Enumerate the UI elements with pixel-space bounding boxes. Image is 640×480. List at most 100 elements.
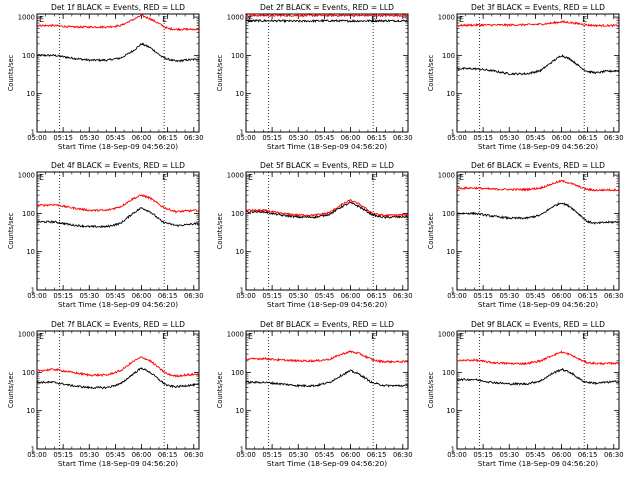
- y-tick-label: 1000: [438, 14, 455, 22]
- y-tick-label: 1000: [18, 14, 35, 22]
- x-tick-label: 05:45: [315, 134, 335, 142]
- x-tick-label: 05:00: [27, 134, 47, 142]
- detector-panel-4: Det 4f BLACK = Events, RED = LLD E E 1 10 100…: [7, 161, 204, 309]
- x-tick-label: 05:30: [79, 451, 99, 459]
- x-axis-label: Start Time (18-Sep-09 04:56:20): [478, 459, 598, 468]
- marker-label: E: [39, 173, 44, 182]
- y-tick-label: 1: [240, 287, 244, 295]
- x-tick-label: 05:15: [262, 292, 282, 300]
- marker-label: E: [39, 332, 44, 341]
- x-tick-label: 05:30: [288, 292, 308, 300]
- panel-title: Det 4f BLACK = Events, RED = LLD: [51, 161, 185, 170]
- marker-label: E: [371, 332, 376, 341]
- marker-label: E: [39, 15, 44, 24]
- x-tick-label: 05:00: [27, 292, 47, 300]
- y-axis-label: Counts/sec: [427, 212, 435, 249]
- lld-rate-line: [37, 14, 199, 32]
- x-tick-label: 05:15: [53, 134, 73, 142]
- x-tick-label: 06:15: [367, 134, 387, 142]
- y-tick-label: 100: [22, 369, 35, 377]
- y-tick-label: 10: [446, 248, 455, 256]
- y-tick-label: 100: [231, 210, 244, 218]
- x-tick-label: 06:00: [552, 451, 572, 459]
- plot-frame: [456, 171, 620, 291]
- y-tick-label: 1000: [438, 172, 455, 180]
- x-tick-label: 06:00: [552, 134, 572, 142]
- y-axis-label: Counts/sec: [216, 371, 224, 408]
- y-axis-label: Counts/sec: [216, 54, 224, 91]
- y-tick-label: 1000: [438, 331, 455, 339]
- x-tick-label: 05:15: [473, 134, 493, 142]
- x-tick-label: 05:45: [315, 292, 335, 300]
- events-rate-line: [36, 42, 199, 63]
- y-tick-label: 10: [26, 407, 35, 415]
- x-tick-label: 05:45: [526, 134, 546, 142]
- marker-label: E: [248, 332, 253, 341]
- x-tick-label: 06:00: [341, 451, 361, 459]
- x-axis-label: Start Time (18-Sep-09 04:56:20): [478, 142, 598, 151]
- x-tick-label: 05:00: [236, 134, 256, 142]
- x-tick-label: 06:15: [158, 134, 178, 142]
- detector-panel-3: Det 3f BLACK = Events, RED = LLD E E 1 10 100…: [427, 3, 624, 151]
- x-tick-label: 05:00: [447, 451, 467, 459]
- x-tick-label: 05:15: [262, 134, 282, 142]
- x-tick-label: 05:45: [526, 292, 546, 300]
- events-rate-line: [245, 369, 409, 388]
- y-tick-label: 1: [451, 129, 455, 137]
- panel-title: Det 6f BLACK = Events, RED = LLD: [471, 161, 605, 170]
- x-tick-label: 05:30: [499, 134, 519, 142]
- lld-rate-line: [456, 179, 619, 192]
- x-tick-label: 05:45: [106, 134, 126, 142]
- detector-panel-1: Det 1f BLACK = Events, RED = LLD E E 1 10 100…: [7, 3, 204, 151]
- detector-panel-7: Det 7f BLACK = Events, RED = LLD E E 1 10 100…: [7, 320, 204, 468]
- detector-panel-5: Det 5f BLACK = Events, RED = LLD E E 1 10 100…: [216, 161, 413, 309]
- x-tick-label: 06:30: [184, 451, 204, 459]
- x-tick-label: 05:45: [315, 451, 335, 459]
- x-tick-label: 06:00: [132, 134, 152, 142]
- y-tick-label: 1000: [227, 14, 244, 22]
- y-tick-label: 10: [26, 248, 35, 256]
- marker-label: E: [162, 15, 167, 24]
- x-tick-label: 05:15: [473, 451, 493, 459]
- y-tick-label: 1: [31, 129, 35, 137]
- y-axis-label: Counts/sec: [427, 371, 435, 408]
- x-tick-label: 06:15: [578, 292, 598, 300]
- y-tick-label: 1000: [227, 172, 244, 180]
- events-rate-line: [456, 367, 619, 386]
- events-rate-line: [36, 367, 199, 390]
- x-axis-label: Start Time (18-Sep-09 04:56:20): [58, 300, 178, 309]
- plot-frame: [245, 13, 409, 133]
- plot-frame: [245, 171, 409, 291]
- x-tick-label: 05:00: [447, 134, 467, 142]
- x-tick-label: 05:00: [236, 451, 256, 459]
- marker-label: E: [459, 173, 464, 182]
- x-tick-label: 05:30: [499, 292, 519, 300]
- x-tick-label: 06:30: [184, 134, 204, 142]
- plot-frame: [36, 171, 200, 291]
- y-tick-label: 100: [231, 52, 244, 60]
- y-tick-label: 1: [31, 446, 35, 454]
- detector-panel-6: Det 6f BLACK = Events, RED = LLD E E 1 10 100…: [427, 161, 624, 309]
- x-axis-label: Start Time (18-Sep-09 04:56:20): [478, 300, 598, 309]
- marker-label: E: [582, 173, 587, 182]
- x-tick-label: 05:00: [236, 292, 256, 300]
- x-tick-label: 06:15: [367, 451, 387, 459]
- y-tick-label: 100: [442, 210, 455, 218]
- panel-title: Det 2f BLACK = Events, RED = LLD: [260, 3, 394, 12]
- lld-rate-line: [245, 199, 409, 218]
- y-tick-label: 1: [240, 446, 244, 454]
- x-tick-label: 06:30: [604, 451, 624, 459]
- marker-label: E: [459, 15, 464, 24]
- x-tick-label: 06:00: [341, 292, 361, 300]
- x-tick-label: 06:15: [578, 134, 598, 142]
- detector-panel-8: Det 8f BLACK = Events, RED = LLD E E 1 10 100…: [216, 320, 413, 468]
- x-tick-label: 06:30: [184, 292, 204, 300]
- y-tick-label: 10: [235, 90, 244, 98]
- plot-frame: [456, 330, 620, 450]
- y-axis-label: Counts/sec: [7, 212, 15, 249]
- y-tick-label: 100: [22, 210, 35, 218]
- x-axis-label: Start Time (18-Sep-09 04:56:20): [267, 142, 387, 151]
- x-axis-label: Start Time (18-Sep-09 04:56:20): [58, 142, 178, 151]
- x-tick-label: 06:00: [552, 292, 572, 300]
